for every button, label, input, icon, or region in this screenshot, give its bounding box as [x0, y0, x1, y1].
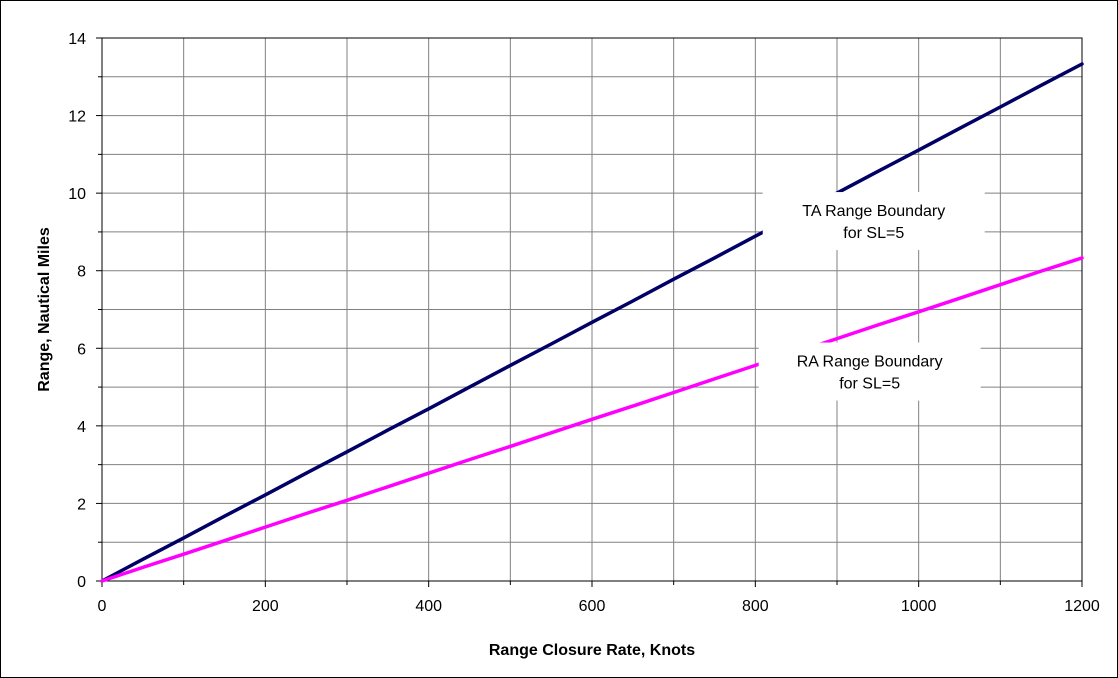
- y-tick-label-4: 4: [77, 419, 86, 436]
- series-line-2: [100, 256, 1084, 583]
- annotation-text-1-line-1: TA Range Boundary: [802, 203, 945, 220]
- series-line-1: [100, 62, 1084, 583]
- y-tick-label-8: 8: [77, 264, 86, 281]
- x-axis-title: Range Closure Rate, Knots: [489, 642, 695, 659]
- x-tick-label-1000: 1000: [901, 598, 937, 615]
- y-tick-label-6: 6: [77, 341, 86, 358]
- annotation-2: RA Range Boundary for SL=5: [758, 342, 981, 401]
- annotation-1: TA Range Boundary for SL=5: [762, 192, 985, 251]
- x-tick-label-400: 400: [415, 598, 442, 615]
- y-tick-label-0: 0: [77, 574, 86, 591]
- grid-lines: [102, 38, 1082, 581]
- tick-labels: 0 200 400 600 800 1000 1200 0 2 4 6 8 10 12 14: [68, 31, 1100, 615]
- y-axis-title: Range, Nautical Miles: [36, 227, 53, 392]
- y-tick-label-12: 12: [68, 109, 86, 126]
- x-tick-label-0: 0: [98, 598, 107, 615]
- annotation-text-2-line-1: RA Range Boundary: [797, 354, 943, 371]
- x-tick-label-600: 600: [579, 598, 606, 615]
- annotation-text-2-line-2: for SL=5: [839, 376, 900, 393]
- x-tick-label-200: 200: [252, 598, 279, 615]
- y-tick-label-14: 14: [68, 31, 86, 48]
- axis-ticks: [96, 37, 1083, 587]
- series-lines: [100, 62, 1084, 583]
- y-tick-label-10: 10: [68, 186, 86, 203]
- annotation-background-2: [758, 342, 981, 401]
- annotation-text-1-line-2: for SL=5: [843, 225, 904, 242]
- x-tick-label-800: 800: [742, 598, 769, 615]
- y-tick-label-2: 2: [77, 496, 86, 513]
- x-tick-label-1200: 1200: [1064, 598, 1100, 615]
- annotation-background-1: [762, 192, 985, 251]
